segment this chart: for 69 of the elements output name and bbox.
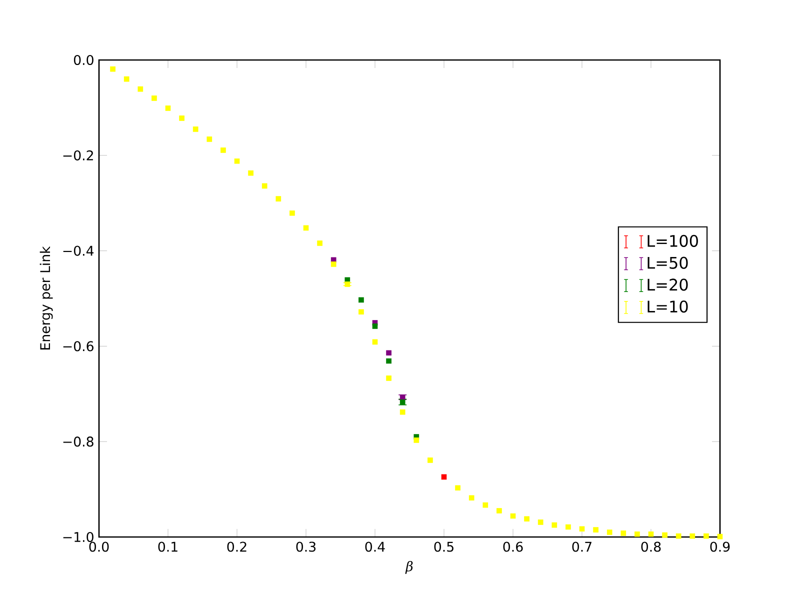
x-tick-label: 0.7: [572, 542, 592, 552]
x-tick-label: 0.2: [227, 542, 246, 552]
y-tick-label: −0.4: [63, 246, 94, 256]
point: [290, 210, 295, 216]
point: [579, 526, 585, 532]
point: [468, 495, 474, 501]
x-tick-label: 0.1: [158, 542, 178, 552]
point: [648, 531, 654, 537]
point: [441, 474, 447, 480]
point: [206, 136, 212, 142]
point: [179, 116, 184, 121]
point: [330, 261, 336, 267]
point: [566, 524, 571, 530]
point: [152, 95, 157, 101]
point: [138, 86, 144, 92]
point: [344, 282, 350, 287]
point: [372, 339, 378, 345]
point: [372, 323, 378, 329]
point: [192, 126, 198, 132]
point: [593, 527, 598, 533]
x-tick-label: 0.8: [641, 542, 661, 552]
point: [234, 158, 240, 164]
point: [303, 225, 309, 231]
point: [386, 350, 392, 356]
point: [400, 409, 406, 415]
x-tick-label: 0.9: [710, 542, 730, 552]
point: [414, 438, 420, 443]
point: [662, 532, 668, 538]
y-tick-label: 0.0: [74, 54, 94, 66]
x-axis-title: β: [405, 560, 413, 574]
point: [538, 520, 544, 525]
point: [606, 530, 612, 535]
legend-label: L=10: [648, 300, 688, 313]
point: [496, 508, 502, 514]
point: [428, 458, 433, 463]
point: [220, 147, 226, 153]
point: [276, 196, 282, 202]
y-tick-label: −0.6: [63, 341, 94, 352]
point: [676, 533, 682, 539]
point: [358, 297, 364, 303]
x-tick-label: 0.0: [89, 542, 109, 552]
y-tick-label: −1.0: [63, 532, 94, 542]
x-tick-label: 0.5: [434, 542, 454, 552]
y-axis-title: Energy per Link: [40, 246, 53, 350]
point: [386, 375, 392, 381]
point: [386, 358, 392, 364]
point: [165, 106, 171, 111]
y-tick-label: −0.2: [63, 150, 93, 160]
point: [317, 240, 322, 246]
point: [455, 485, 460, 491]
x-tick-label: 0.3: [296, 542, 316, 552]
point: [704, 533, 709, 539]
point: [124, 76, 130, 82]
point: [248, 170, 254, 176]
point: [634, 531, 640, 537]
legend-label: L=20: [648, 278, 688, 291]
point: [482, 502, 488, 508]
x-tick-label: 0.6: [503, 542, 523, 552]
point: [620, 530, 626, 536]
point: [690, 533, 696, 539]
x-tick-label: 0.4: [365, 542, 385, 552]
legend-label: L=50: [648, 256, 688, 269]
y-tick-label: −0.8: [63, 436, 94, 447]
point: [524, 516, 530, 522]
point: [110, 66, 116, 72]
legend-label: L=100: [648, 234, 698, 248]
point: [358, 309, 364, 315]
point: [552, 522, 558, 528]
point: [262, 183, 268, 189]
